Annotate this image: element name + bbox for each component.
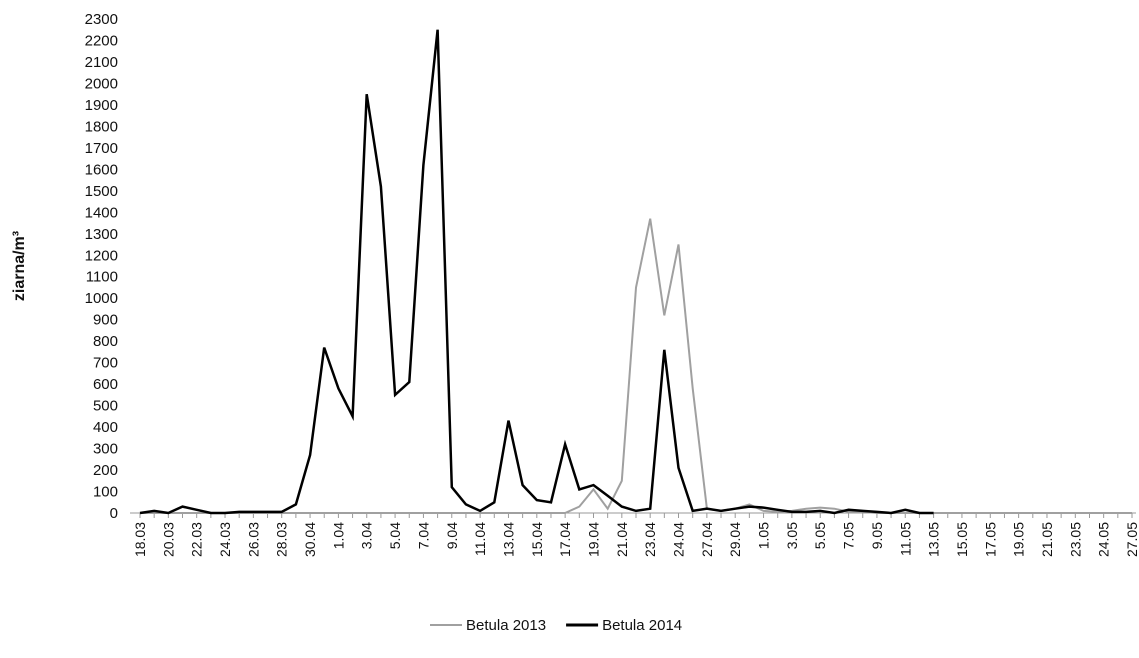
series-line — [140, 218, 1132, 514]
y-tick-label: 200 — [93, 462, 118, 479]
x-tick-label: 3.04 — [359, 522, 375, 549]
x-tick-label: 22.03 — [189, 522, 205, 557]
y-tick-label: 1800 — [85, 118, 118, 135]
x-tick-label: 17.05 — [982, 522, 998, 557]
x-tick-label: 24.05 — [1096, 522, 1112, 557]
x-tick-label: 27.04 — [699, 522, 715, 557]
y-tick-label: 300 — [93, 441, 118, 458]
series-line — [139, 29, 934, 515]
x-tick-label: 24.04 — [671, 522, 687, 557]
y-tick-label: 1600 — [85, 161, 118, 178]
x-tick-label: 13.05 — [926, 522, 942, 557]
y-tick-label: 2000 — [85, 75, 118, 92]
x-tick-label: 15.05 — [954, 522, 970, 557]
y-tick-label: 900 — [93, 312, 118, 329]
x-tick-label: 20.03 — [160, 522, 176, 557]
x-tick-label: 17.04 — [557, 522, 573, 557]
legend-label: Betula 2013 — [466, 617, 546, 634]
x-tick-label: 30.04 — [302, 522, 318, 557]
y-tick-label: 1400 — [85, 204, 118, 221]
x-tick-label: 21.05 — [1039, 522, 1055, 557]
y-tick-label: 700 — [93, 355, 118, 372]
x-tick-label: 26.03 — [245, 522, 261, 557]
x-tick-label: 13.04 — [500, 522, 516, 557]
y-tick-label: 800 — [93, 333, 118, 350]
legend-label: Betula 2014 — [602, 617, 682, 634]
x-tick-label: 7.05 — [841, 522, 857, 549]
y-tick-label: 2100 — [85, 54, 118, 71]
x-tick-label: 5.04 — [387, 522, 403, 549]
x-tick-label: 18.03 — [132, 522, 148, 557]
y-tick-label: 1100 — [86, 269, 118, 286]
x-tick-label: 7.04 — [415, 522, 431, 549]
x-tick-label: 11.05 — [897, 522, 913, 556]
y-tick-label: 1200 — [85, 247, 118, 264]
x-tick-label: 19.04 — [585, 522, 601, 557]
x-tick-label: 5.05 — [812, 522, 828, 549]
y-tick-label: 1300 — [85, 226, 118, 243]
x-tick-label: 9.05 — [869, 522, 885, 549]
y-tick-label: 500 — [93, 398, 118, 415]
x-tick-label: 15.04 — [529, 522, 545, 557]
x-tick-label: 3.05 — [784, 522, 800, 549]
x-tick-label: 1.04 — [330, 522, 346, 549]
x-tick-label: 28.03 — [274, 522, 290, 557]
x-tick-label: 9.04 — [444, 522, 460, 549]
y-tick-label: 400 — [93, 419, 118, 436]
x-tick-label: 23.05 — [1067, 522, 1083, 557]
x-tick-label: 23.04 — [642, 522, 658, 557]
y-tick-label: 1700 — [85, 140, 118, 157]
y-tick-label: 1000 — [85, 290, 118, 307]
y-tick-label: 600 — [93, 376, 118, 393]
y-axis-label: ziarna/m³ — [11, 231, 28, 301]
x-tick-label: 27.05 — [1124, 522, 1139, 557]
x-tick-label: 11.04 — [472, 522, 488, 556]
y-tick-label: 2300 — [85, 11, 118, 28]
x-tick-label: 19.05 — [1011, 522, 1027, 557]
y-tick-label: 0 — [110, 505, 118, 522]
y-tick-label: 1500 — [85, 183, 118, 200]
x-tick-label: 1.05 — [756, 522, 772, 549]
x-tick-label: 29.04 — [727, 522, 743, 557]
x-tick-label: 21.04 — [614, 522, 630, 557]
y-tick-label: 2200 — [85, 32, 118, 49]
x-tick-label: 24.03 — [217, 522, 233, 557]
y-tick-label: 100 — [93, 484, 118, 501]
y-tick-label: 1900 — [85, 97, 118, 114]
